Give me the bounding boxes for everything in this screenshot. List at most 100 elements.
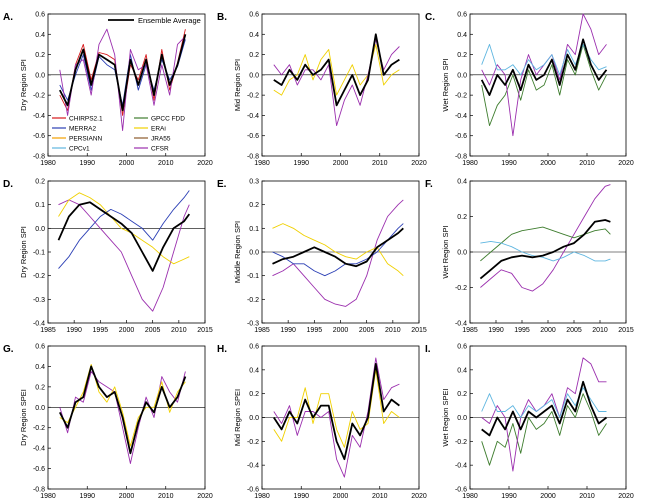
x-tick-label: 2010 <box>385 327 401 334</box>
series-gpcc-fdd <box>481 393 607 466</box>
y-tick-label: -0.8 <box>247 154 259 161</box>
y-tick-label: 0.6 <box>35 344 45 351</box>
y-tick-label: -0.1 <box>33 250 45 257</box>
series-cfsr <box>59 371 186 464</box>
y-tick-label: 0.2 <box>249 391 259 398</box>
y-tick-label: 0.2 <box>35 179 45 186</box>
y-tick-label: 0.6 <box>457 12 467 19</box>
panel-label: D. <box>3 179 13 190</box>
series-cfsr <box>272 199 404 307</box>
series-erai <box>273 43 400 96</box>
series-erai <box>59 363 186 447</box>
x-tick-label: 1980 <box>462 493 478 500</box>
series-ensemble-average <box>58 34 187 112</box>
panel-g: 1980 1990 2000 2010 2020 -0.8 -0.6 -0.4 -0.2 0.0 0… <box>3 344 213 501</box>
x-tick-label: 2010 <box>158 493 174 500</box>
y-tick-label: -0.2 <box>247 439 259 446</box>
x-tick-label: 2010 <box>372 493 388 500</box>
x-tick-label: 1985 <box>254 327 270 334</box>
x-tick-label: 2000 <box>119 327 135 334</box>
y-tick-label: 0.0 <box>249 250 259 257</box>
panel-i: 1980 1990 2000 2010 2020 -0.6 -0.4 -0.2 0.0 0.2 0.… <box>425 344 634 501</box>
legend-label: MERRA2 <box>69 126 96 133</box>
x-tick-label: 2010 <box>372 160 388 167</box>
series-cfsr <box>273 38 400 127</box>
y-tick-label: 0.1 <box>249 226 259 233</box>
y-tick-label: -0.2 <box>455 285 467 292</box>
x-tick-label: 2010 <box>592 327 608 334</box>
y-tick-label: 0.6 <box>249 12 259 19</box>
x-tick-label: 1990 <box>66 327 82 334</box>
y-tick-label: 0.4 <box>35 32 45 39</box>
y-axis-label: Middle Region SPI <box>233 221 242 283</box>
panel-a: 1980 1990 2000 2010 2020 -0.8 -0.6 -0.4 -0.2 0.0 0… <box>3 12 213 168</box>
series-ensemble-average <box>272 227 404 268</box>
panel-b: 1980 1990 2000 2010 2020 -0.8 -0.6 -0.4 -0.2 0.0 0… <box>217 12 427 168</box>
x-tick-label: 2010 <box>171 327 187 334</box>
y-tick-label: -0.3 <box>33 297 45 304</box>
y-tick-label: -0.4 <box>247 113 259 120</box>
y-tick-label: 0.2 <box>457 214 467 221</box>
y-tick-label: -0.6 <box>33 133 45 140</box>
y-axis-label: Wet Region SPI <box>441 58 450 111</box>
y-axis-label: Mid Region SPI <box>233 59 242 111</box>
x-tick-label: 2000 <box>119 493 135 500</box>
y-tick-label: 0.6 <box>35 12 45 19</box>
y-axis-label: Dry Region SPI <box>19 226 28 278</box>
y-tick-label: 0.2 <box>249 52 259 59</box>
x-tick-label: 2000 <box>333 493 349 500</box>
y-tick-label: 0.0 <box>249 415 259 422</box>
series-ensemble-average <box>58 365 187 455</box>
y-tick-label: -0.6 <box>247 487 259 494</box>
legend-label: GPCC FDD <box>151 116 185 123</box>
x-tick-label: 2000 <box>540 160 556 167</box>
y-tick-label: -0.8 <box>455 154 467 161</box>
y-tick-label: -0.8 <box>33 487 45 494</box>
y-tick-label: -0.6 <box>455 133 467 140</box>
y-tick-label: 0.0 <box>457 415 467 422</box>
x-tick-label: 2000 <box>333 327 349 334</box>
x-tick-label: 2010 <box>579 160 595 167</box>
legend-label: CPCv1 <box>69 146 90 153</box>
series-cfsr <box>58 199 190 312</box>
legend-label: JRA55 <box>151 136 171 143</box>
series-merra2 <box>272 223 404 277</box>
panel-h: 1980 1990 2000 2010 2020 -0.6 -0.4 -0.2 0.0 0.2 0.… <box>217 344 427 501</box>
panel-label: A. <box>3 12 13 23</box>
y-tick-label: 0.0 <box>249 72 259 79</box>
x-tick-label: 2015 <box>197 327 213 334</box>
x-tick-label: 2000 <box>540 493 556 500</box>
x-tick-label: 1990 <box>501 493 517 500</box>
y-tick-label: 0.2 <box>457 391 467 398</box>
x-tick-label: 2005 <box>359 327 375 334</box>
x-tick-label: 1990 <box>293 493 309 500</box>
series-erai <box>273 369 400 448</box>
y-tick-label: -0.8 <box>33 154 45 161</box>
series-ensemble-average <box>479 219 611 280</box>
panel-label: G. <box>3 344 14 355</box>
x-tick-label: 1980 <box>462 160 478 167</box>
x-tick-label: 2020 <box>411 160 427 167</box>
y-tick-label: -0.1 <box>247 273 259 280</box>
y-tick-label: 0.4 <box>457 32 467 39</box>
x-tick-label: 2020 <box>618 160 634 167</box>
y-axis-label: Dry Region SPEI <box>19 389 28 446</box>
x-tick-label: 2010 <box>579 493 595 500</box>
series-cpcv1 <box>481 387 607 418</box>
y-tick-label: -0.2 <box>33 425 45 432</box>
y-tick-label: -0.2 <box>33 273 45 280</box>
series-ensemble-average <box>273 362 400 461</box>
y-tick-label: -0.6 <box>33 466 45 473</box>
panel-label: B. <box>217 12 227 23</box>
x-tick-label: 1980 <box>254 493 270 500</box>
x-tick-label: 2000 <box>333 160 349 167</box>
panel-f: 1985 1990 1995 2000 2005 2010 2015 -0.4 -0.2 0.0 0… <box>425 179 634 335</box>
series-erai <box>58 192 190 265</box>
y-tick-label: -0.4 <box>455 321 467 328</box>
x-tick-label: 1985 <box>462 327 478 334</box>
legend-ensemble-label: Ensemble Average <box>138 16 201 25</box>
legend-label: CHIRPS2.1 <box>69 116 103 123</box>
x-tick-label: 1995 <box>93 327 109 334</box>
x-tick-label: 2020 <box>197 493 213 500</box>
